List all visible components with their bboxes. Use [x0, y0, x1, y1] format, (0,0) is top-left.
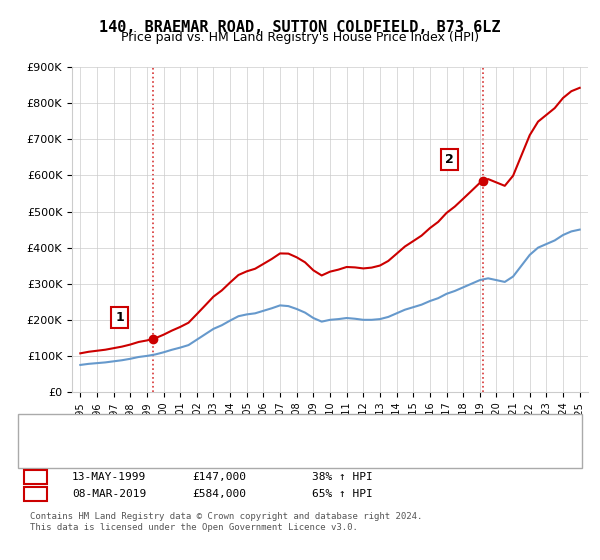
- Text: ─────: ─────: [42, 437, 84, 451]
- Text: 38% ↑ HPI: 38% ↑ HPI: [312, 472, 373, 482]
- Text: Contains HM Land Registry data © Crown copyright and database right 2024.
This d: Contains HM Land Registry data © Crown c…: [30, 512, 422, 532]
- Text: 140, BRAEMAR ROAD, SUTTON COLDFIELD, B73 6LZ: 140, BRAEMAR ROAD, SUTTON COLDFIELD, B73…: [99, 20, 501, 35]
- Text: ─────: ─────: [42, 420, 84, 433]
- Text: 65% ↑ HPI: 65% ↑ HPI: [312, 489, 373, 499]
- Text: 13-MAY-1999: 13-MAY-1999: [72, 472, 146, 482]
- Text: 1: 1: [31, 470, 40, 484]
- Text: £147,000: £147,000: [192, 472, 246, 482]
- Text: 08-MAR-2019: 08-MAR-2019: [72, 489, 146, 499]
- Text: HPI: Average price, detached house, Birmingham: HPI: Average price, detached house, Birm…: [90, 439, 377, 449]
- Text: 140, BRAEMAR ROAD, SUTTON COLDFIELD, B73 6LZ (detached house): 140, BRAEMAR ROAD, SUTTON COLDFIELD, B73…: [90, 422, 471, 432]
- Text: 2: 2: [445, 153, 454, 166]
- Text: Price paid vs. HM Land Registry's House Price Index (HPI): Price paid vs. HM Land Registry's House …: [121, 31, 479, 44]
- Text: 2: 2: [31, 487, 40, 501]
- Text: 1: 1: [115, 311, 124, 324]
- Text: £584,000: £584,000: [192, 489, 246, 499]
